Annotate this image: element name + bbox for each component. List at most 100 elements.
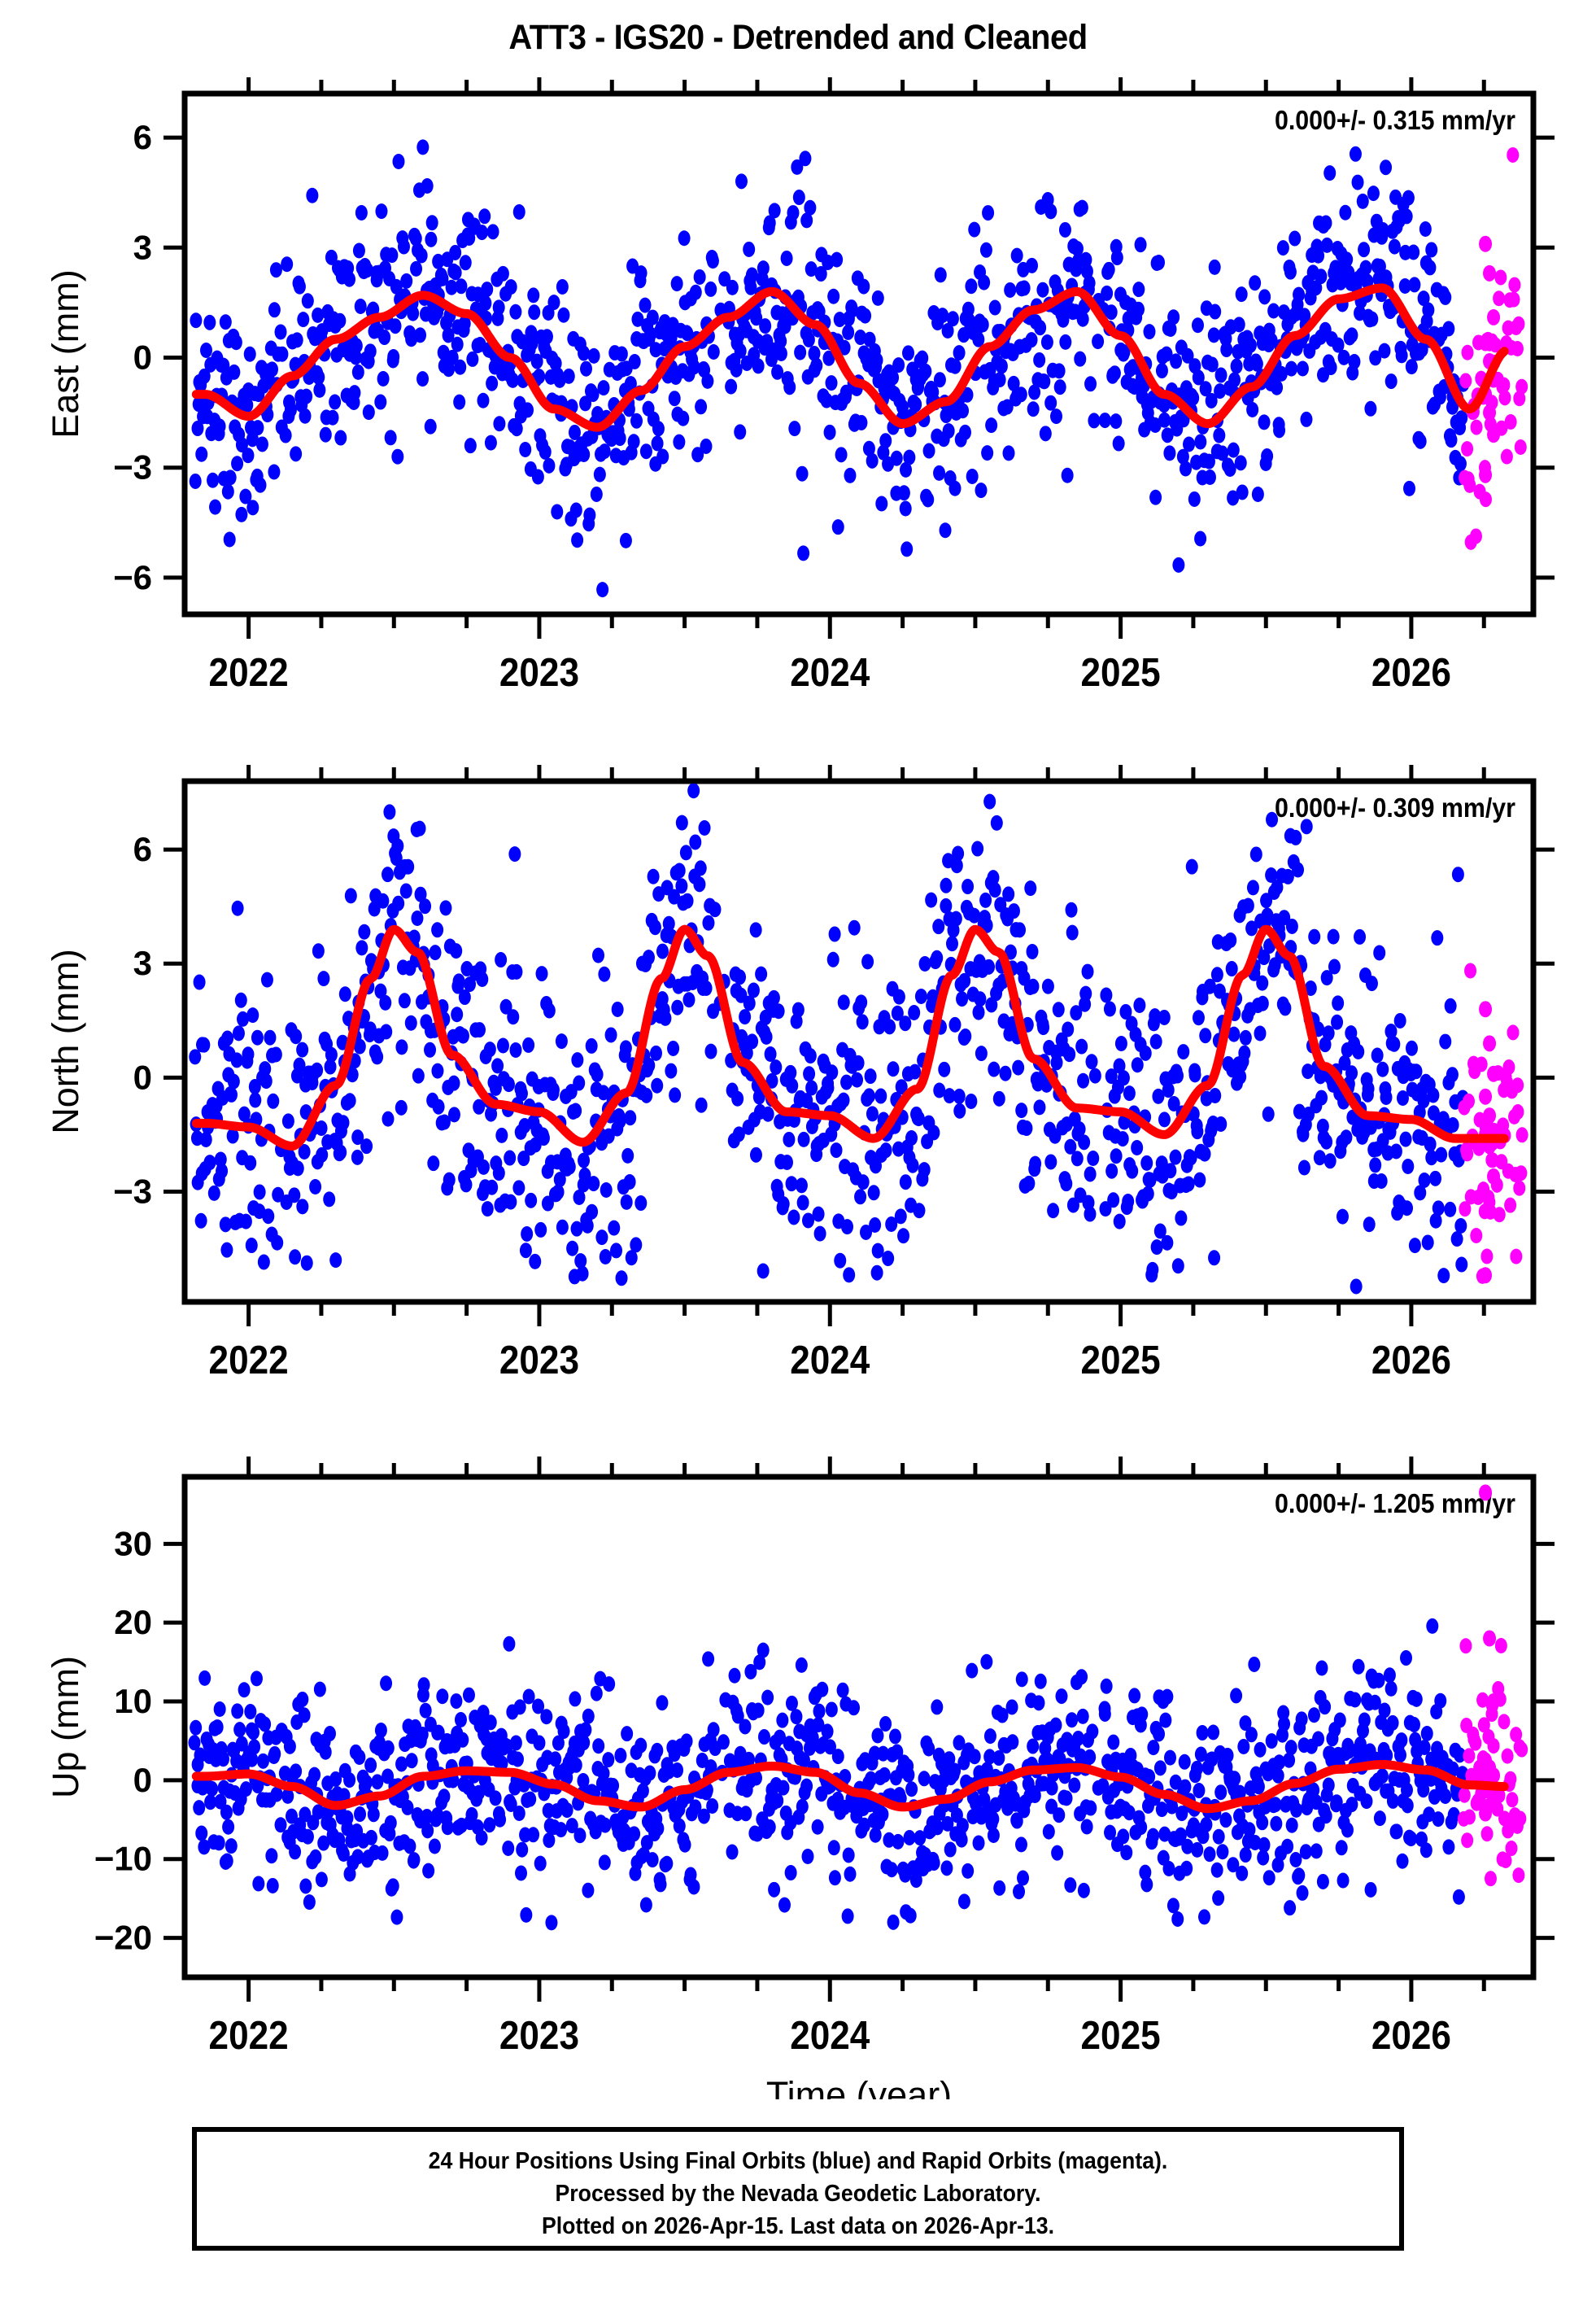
data-point-final [1402, 190, 1415, 206]
data-point-final [985, 417, 998, 434]
data-point-final [1181, 1838, 1194, 1854]
data-point-final [879, 1142, 892, 1159]
data-point-final [1358, 1712, 1371, 1728]
data-point-final [996, 1707, 1009, 1723]
data-point-final [752, 358, 765, 374]
data-point-final [1113, 1213, 1126, 1229]
data-point-final [1383, 1667, 1396, 1684]
data-point-final [1365, 976, 1378, 992]
data-point-final [1159, 1712, 1172, 1728]
data-point-final [1284, 1900, 1297, 1916]
data-point-final [968, 221, 981, 238]
data-point-final [1228, 372, 1241, 388]
data-point-final [301, 1828, 314, 1845]
data-point-final [621, 1726, 634, 1742]
data-point-final [343, 271, 356, 287]
data-point-final [1004, 944, 1017, 960]
data-point-final [862, 440, 875, 456]
data-point-final [198, 368, 211, 384]
data-point-final [634, 1737, 648, 1754]
data-point-rapid [1494, 269, 1507, 286]
data-point-final [259, 1716, 272, 1732]
data-point-final [823, 1739, 836, 1755]
data-point-final [1401, 1200, 1414, 1216]
data-point-final [1013, 1884, 1026, 1900]
data-point-final [1380, 1089, 1393, 1105]
data-point-final [682, 992, 696, 1008]
data-point-final [883, 1832, 896, 1848]
data-point-final [421, 178, 434, 194]
data-point-final [1087, 1150, 1100, 1166]
data-point-final [598, 1854, 611, 1871]
data-point-final [891, 1744, 904, 1760]
data-point-final [987, 870, 1000, 886]
data-point-final [1405, 1831, 1418, 1847]
data-point-final [316, 1146, 329, 1163]
data-point-final [659, 1010, 672, 1026]
data-point-final [1126, 1163, 1139, 1179]
data-point-final [1244, 337, 1257, 353]
data-point-final [1371, 1047, 1384, 1063]
x-tick-label: 2022 [209, 650, 289, 695]
data-point-rapid [1476, 1692, 1489, 1708]
data-point-final [254, 477, 267, 493]
data-point-final [585, 1037, 598, 1054]
data-point-rapid [1461, 344, 1474, 360]
data-point-final [825, 1701, 838, 1718]
data-point-final [573, 1189, 586, 1205]
data-point-final [785, 1695, 798, 1711]
data-point-final [668, 391, 681, 407]
y-tick-label: −10 [94, 1840, 152, 1878]
data-point-rapid [1470, 1227, 1483, 1243]
data-point-final [496, 265, 509, 282]
data-point-rapid [1487, 426, 1501, 443]
data-point-final [651, 1742, 664, 1758]
data-point-final [1193, 1783, 1206, 1799]
data-point-final [1388, 238, 1401, 255]
plot-frame [181, 90, 1537, 618]
data-point-rapid [1464, 963, 1477, 979]
data-point-final [912, 1111, 925, 1127]
data-point-final [613, 430, 626, 447]
data-point-final [1400, 208, 1413, 225]
data-point-final [191, 421, 204, 437]
data-point-final [384, 430, 397, 446]
data-point-final [315, 1120, 328, 1136]
y-tick-label: 30 [114, 1524, 152, 1562]
data-point-final [948, 1762, 962, 1779]
data-point-final [190, 312, 203, 329]
data-point-final [522, 1037, 535, 1053]
data-point-final [253, 1184, 266, 1200]
data-point-final [1279, 1000, 1292, 1016]
data-point-final [1064, 1138, 1077, 1155]
data-point-final [950, 858, 963, 874]
data-point-final [246, 1751, 259, 1767]
data-point-final [1053, 1807, 1066, 1823]
data-point-final [1079, 251, 1092, 268]
data-point-final [312, 943, 325, 959]
data-point-final [1400, 1782, 1413, 1798]
data-point-final [1118, 344, 1131, 360]
data-point-final [1300, 411, 1313, 427]
data-point-final [687, 784, 700, 799]
data-point-final [499, 998, 512, 1015]
data-point-final [854, 1189, 867, 1205]
data-point-final [1401, 1797, 1414, 1814]
data-point-final [1005, 1699, 1018, 1715]
data-point-final [844, 467, 857, 483]
data-point-rapid [1498, 377, 1511, 393]
data-point-final [1398, 278, 1411, 294]
data-point-final [481, 282, 494, 298]
page-title: ATT3 - IGS20 - Detrended and Cleaned [508, 18, 1088, 57]
data-point-final [704, 1759, 717, 1775]
data-point-rapid [1513, 391, 1526, 407]
data-point-final [443, 1172, 456, 1188]
data-point-final [1210, 967, 1223, 983]
data-point-final [1380, 1747, 1393, 1763]
data-point-final [1345, 1797, 1358, 1813]
data-point-final [1170, 353, 1183, 369]
data-point-final [449, 244, 462, 260]
data-point-final [334, 312, 347, 329]
data-point-final [1243, 1822, 1256, 1838]
data-point-final [894, 1208, 907, 1225]
